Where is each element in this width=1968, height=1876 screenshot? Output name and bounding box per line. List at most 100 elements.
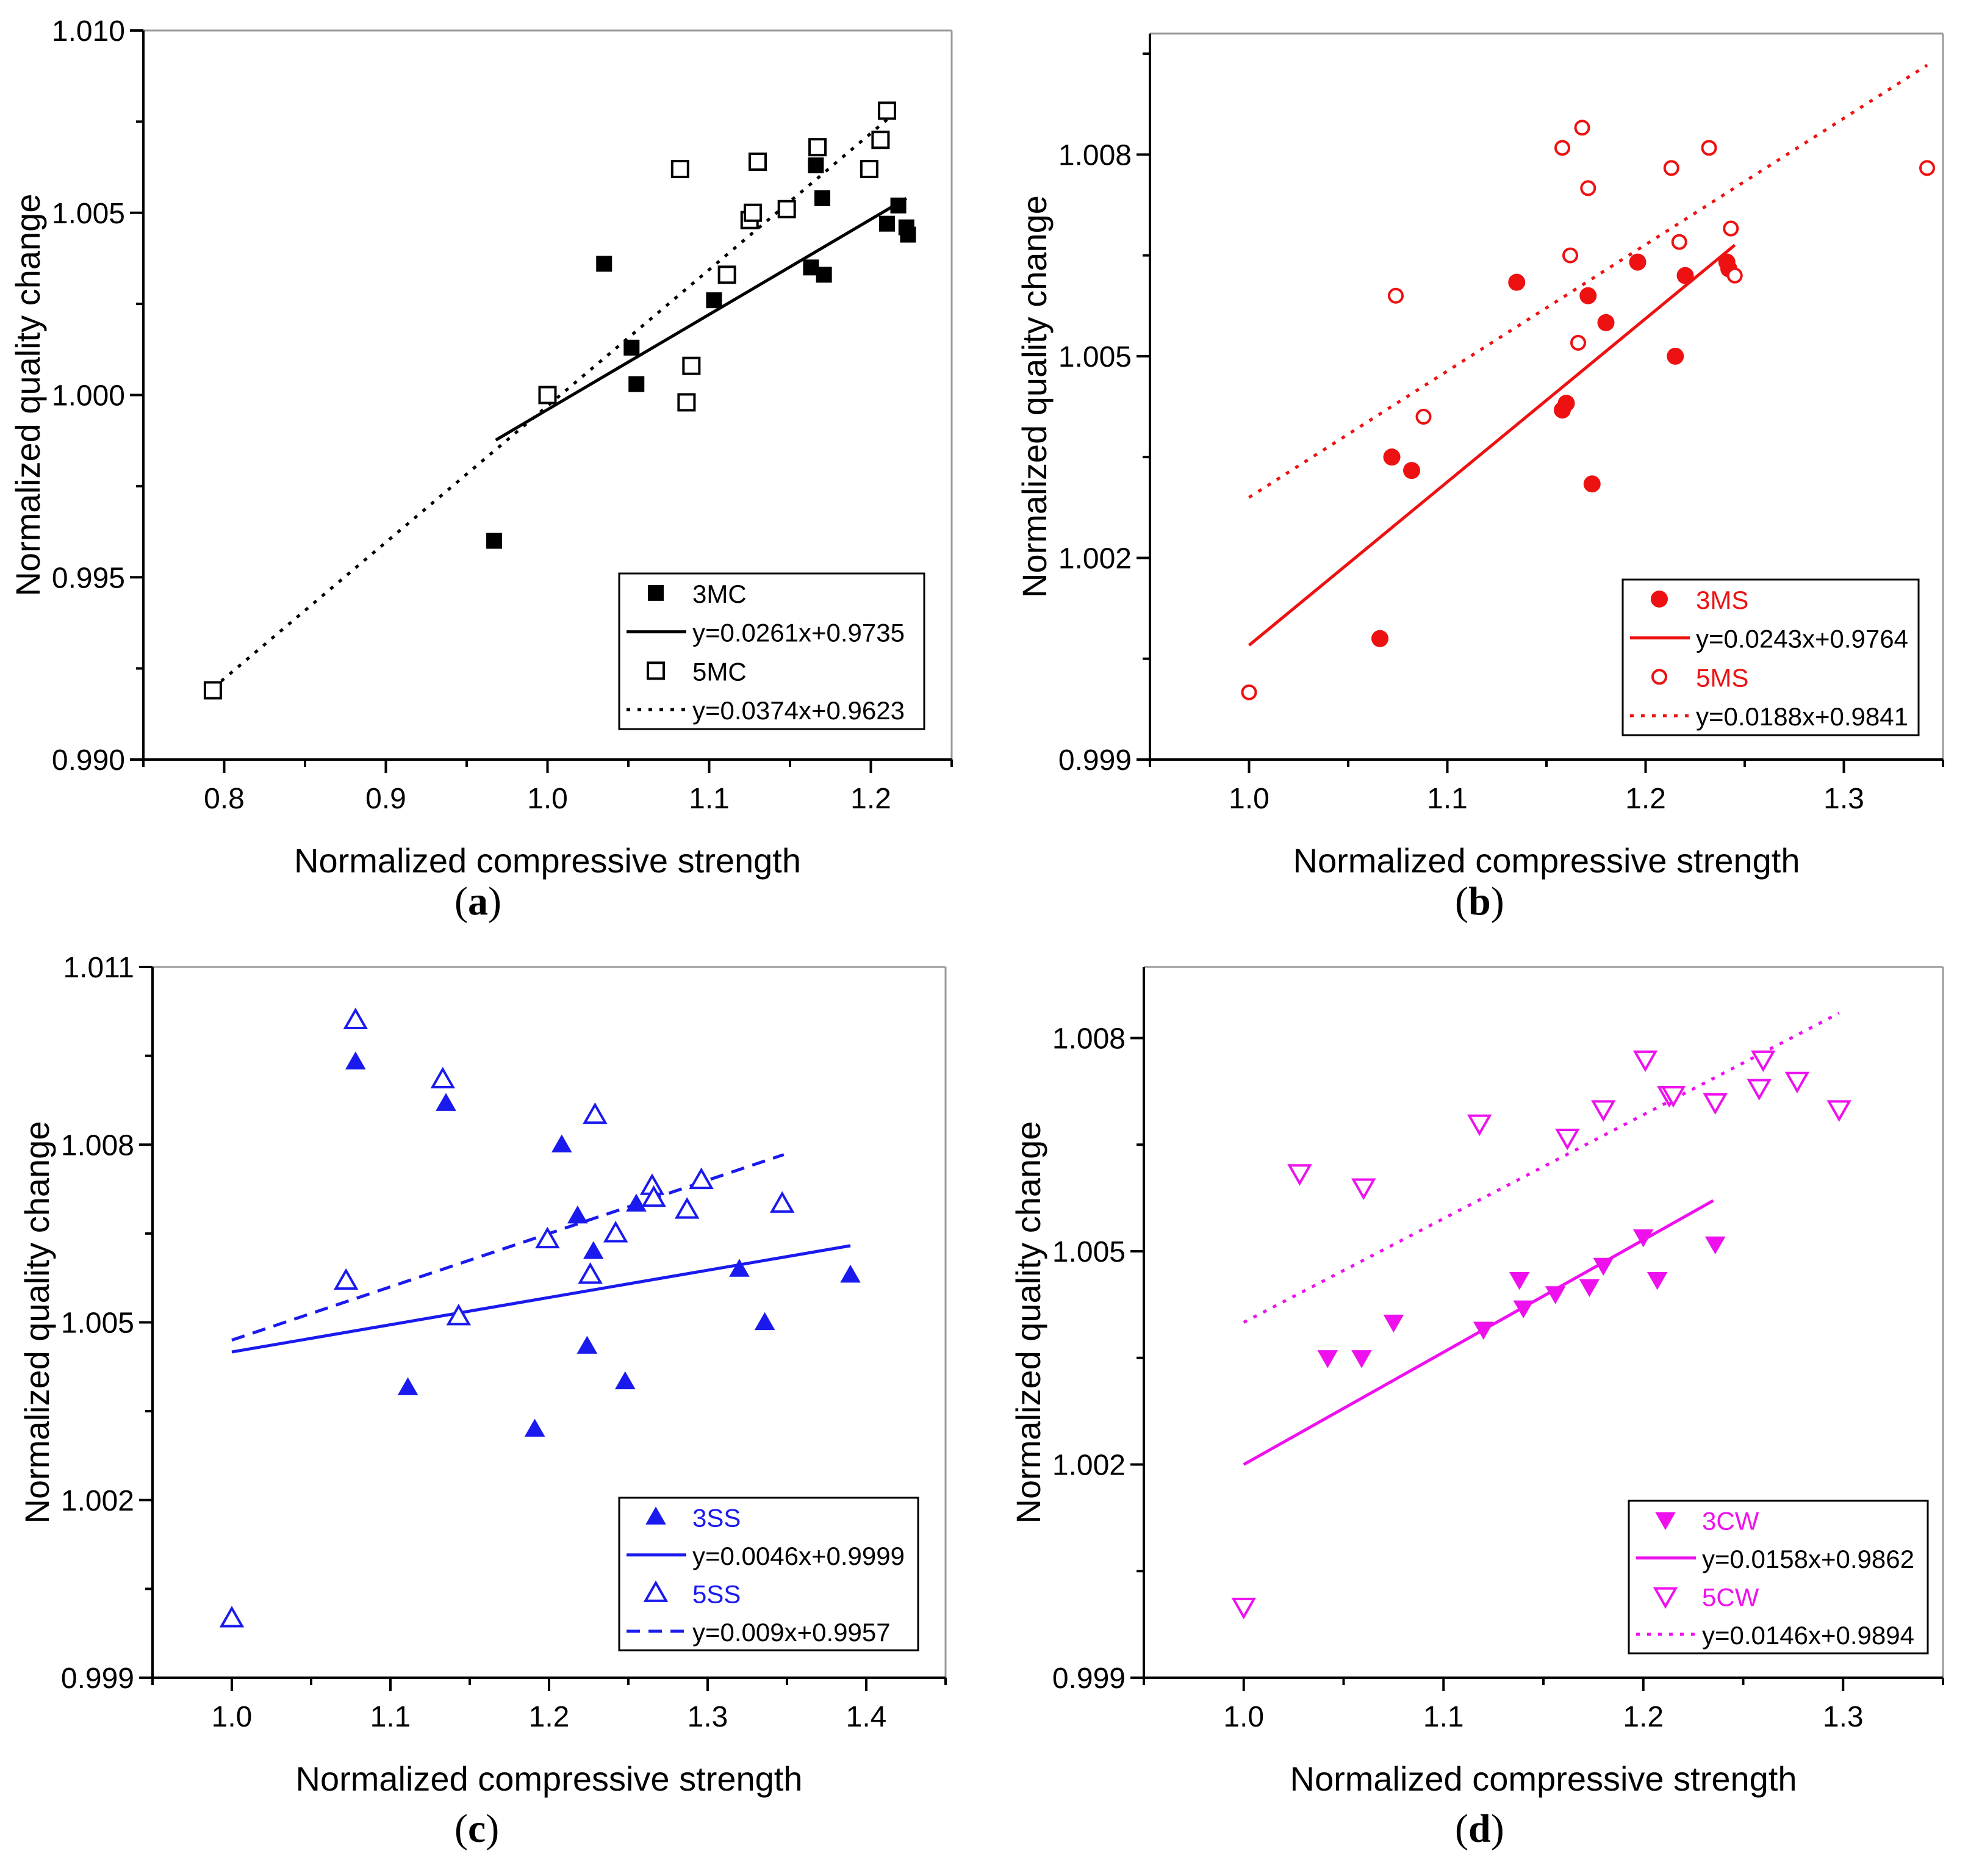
point-5CW xyxy=(1231,1597,1256,1620)
point-3SS xyxy=(345,1051,366,1069)
legend-fit-5MC: y=0.0374x+0.9623 xyxy=(692,696,905,725)
x-tick-label: 0.9 xyxy=(365,783,406,815)
legend-fit-5MS: y=0.0188x+0.9841 xyxy=(1696,702,1908,731)
point-5MC xyxy=(808,138,827,157)
point-3MS xyxy=(1557,395,1575,412)
legend-label-5SS: 5SS xyxy=(692,1580,741,1608)
x-tick-label: 1.2 xyxy=(1623,1701,1664,1733)
legend-fit-3CW: y=0.0158x+0.9862 xyxy=(1702,1545,1914,1573)
point-3CW xyxy=(1509,1272,1530,1290)
y-tick-label: 1.005 xyxy=(52,198,125,230)
legend-box xyxy=(618,1497,919,1651)
point-5SS xyxy=(769,1191,795,1213)
point-3MS xyxy=(1597,314,1615,331)
y-tick-label: 1.002 xyxy=(1058,542,1132,575)
y-tick-label: 0.999 xyxy=(61,1662,134,1695)
x-axis-title: Normalized compressive strength xyxy=(296,1759,803,1798)
point-5MS xyxy=(1554,140,1570,156)
point-3MS xyxy=(1667,347,1684,365)
point-5SS xyxy=(343,1007,368,1029)
point-3MC xyxy=(814,190,830,206)
point-3SS xyxy=(840,1265,861,1283)
x-axis-title: Normalized compressive strength xyxy=(1293,841,1800,880)
point-5SS xyxy=(535,1226,560,1249)
point-5MS xyxy=(1562,247,1578,264)
point-5CW xyxy=(1287,1164,1312,1186)
point-3MC xyxy=(486,533,503,549)
fit-line-5CW xyxy=(1243,1012,1840,1324)
chart-panel-d: 1.0 1.1 1.2 1.3 0.999 1.002 1.005 1.008 Normaliz… xyxy=(1009,966,1944,1798)
panel-label-a: (a) xyxy=(454,879,501,924)
y-tick-label: 1.008 xyxy=(1058,139,1132,171)
y-tick-label: 0.999 xyxy=(1052,1662,1126,1695)
point-5MC xyxy=(670,160,689,179)
y-tick-label: 1.005 xyxy=(1052,1236,1126,1268)
point-5MC xyxy=(538,386,557,404)
x-tick-label: 1.2 xyxy=(850,783,891,815)
x-tick-label: 1.1 xyxy=(689,783,730,815)
legend-label-3MC: 3MC xyxy=(692,580,747,608)
y-tick-label: 1.010 xyxy=(52,15,125,48)
point-5SS xyxy=(603,1221,628,1243)
panel-label-c: (c) xyxy=(454,1806,500,1851)
point-3CW xyxy=(1513,1300,1534,1318)
point-5CW xyxy=(1661,1086,1686,1108)
point-5CW xyxy=(1826,1100,1851,1122)
point-5MS xyxy=(1241,684,1257,700)
x-tick-label: 1.0 xyxy=(1229,783,1270,815)
point-5MC xyxy=(871,131,890,149)
fit-line-3MC xyxy=(495,197,908,442)
legend-box xyxy=(1628,1500,1929,1655)
point-3SS xyxy=(567,1205,588,1224)
legend-label-5MS: 5MS xyxy=(1696,663,1748,692)
point-3MC xyxy=(816,267,832,283)
x-axis-title: Normalized compressive strength xyxy=(1290,1759,1797,1798)
point-5CW xyxy=(1591,1100,1616,1122)
point-3CW xyxy=(1632,1229,1654,1248)
point-3SS xyxy=(576,1335,598,1354)
legend-marker-5CW xyxy=(1653,1587,1678,1609)
point-3MC xyxy=(890,197,907,214)
x-tick-label: 0.8 xyxy=(204,783,245,815)
legend-label-5CW: 5CW xyxy=(1702,1583,1759,1611)
x-tick-label: 1.0 xyxy=(527,783,568,815)
point-3SS xyxy=(524,1418,545,1437)
point-5MC xyxy=(860,160,878,179)
point-3MS xyxy=(1371,630,1388,647)
point-5MS xyxy=(1574,120,1590,136)
point-5SS xyxy=(333,1268,359,1290)
point-5MS xyxy=(1919,160,1935,176)
legend-marker-3SS xyxy=(645,1506,666,1525)
legend-fit-5SS: y=0.009x+0.9957 xyxy=(692,1618,891,1647)
x-tick-label: 1.2 xyxy=(1625,783,1666,815)
y-axis-title: Normalized quality change xyxy=(1015,195,1054,598)
y-tick-label: 1.002 xyxy=(61,1485,134,1517)
point-3CW xyxy=(1647,1272,1668,1290)
legend-marker-5MC xyxy=(647,661,665,680)
point-3MC xyxy=(596,256,612,272)
point-5SS xyxy=(430,1066,456,1089)
fit-line-5MS xyxy=(1248,63,1928,499)
point-3CW xyxy=(1545,1286,1566,1304)
legend-marker-3CW xyxy=(1655,1512,1676,1531)
point-5CW xyxy=(1747,1079,1772,1101)
panel-label-d: (d) xyxy=(1455,1806,1504,1851)
legend-label-3SS: 3SS xyxy=(692,1503,741,1532)
legend-marker-5MS xyxy=(1651,669,1667,685)
point-5MC xyxy=(203,681,222,700)
point-3SS xyxy=(754,1312,775,1331)
y-tick-label: 1.011 xyxy=(63,952,134,984)
x-tick-label: 1.1 xyxy=(1427,783,1468,815)
point-3MS xyxy=(1403,462,1420,480)
x-tick-label: 1.1 xyxy=(1423,1701,1464,1733)
legend-fit-3MS: y=0.0243x+0.9764 xyxy=(1696,625,1908,653)
legend-marker-5SS xyxy=(643,1580,669,1602)
point-3MC xyxy=(706,292,722,309)
point-3MC xyxy=(628,376,645,392)
point-5CW xyxy=(1467,1114,1492,1137)
point-5SS xyxy=(689,1167,714,1190)
legend-marker-3MS xyxy=(1651,590,1668,608)
y-tick-label: 0.990 xyxy=(52,744,125,777)
y-axis-title: Normalized quality change xyxy=(18,1121,56,1524)
point-3MS xyxy=(1579,287,1597,304)
